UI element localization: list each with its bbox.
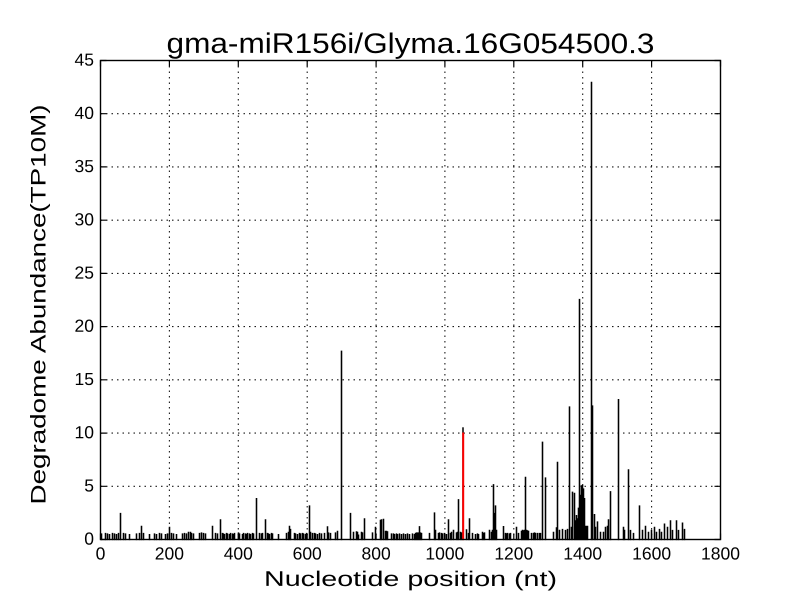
svg-text:30: 30 xyxy=(75,209,95,229)
svg-text:1600: 1600 xyxy=(632,543,671,563)
svg-text:Degradome Abundance(TP10M): Degradome Abundance(TP10M) xyxy=(28,104,51,504)
svg-text:400: 400 xyxy=(224,543,253,563)
svg-text:600: 600 xyxy=(293,543,322,563)
svg-text:1800: 1800 xyxy=(701,543,740,563)
svg-text:20: 20 xyxy=(75,316,95,336)
svg-text:10: 10 xyxy=(75,422,95,442)
svg-text:800: 800 xyxy=(361,543,390,563)
svg-text:45: 45 xyxy=(75,50,94,70)
svg-text:gma-miR156i/Glyma.16G054500.3: gma-miR156i/Glyma.16G054500.3 xyxy=(166,27,654,59)
svg-text:1400: 1400 xyxy=(563,543,602,563)
svg-text:15: 15 xyxy=(75,369,94,389)
svg-text:25: 25 xyxy=(75,263,94,283)
svg-text:35: 35 xyxy=(75,156,94,176)
svg-text:200: 200 xyxy=(155,543,184,563)
svg-text:40: 40 xyxy=(75,103,95,123)
svg-text:0: 0 xyxy=(84,529,94,549)
svg-text:0: 0 xyxy=(96,543,106,563)
svg-text:1200: 1200 xyxy=(494,543,533,563)
svg-text:5: 5 xyxy=(84,475,94,495)
svg-text:Nucleotide position (nt): Nucleotide position (nt) xyxy=(264,568,557,591)
svg-text:1000: 1000 xyxy=(425,543,464,563)
